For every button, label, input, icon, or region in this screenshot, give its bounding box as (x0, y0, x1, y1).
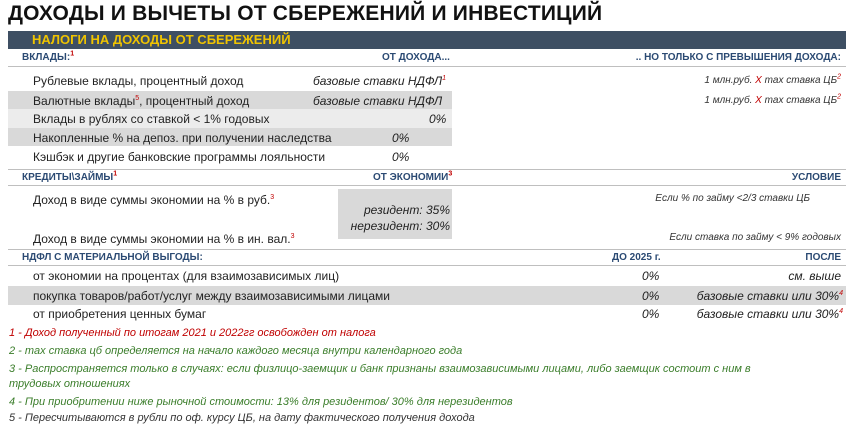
divider (8, 169, 846, 170)
table-row: Валютные вклады5, процентный доход (33, 94, 249, 108)
excess-rate: max ставка ЦБ (764, 75, 838, 86)
row-shade (8, 128, 452, 146)
row-excess: 1 млн.руб. X max ставка ЦБ2 (704, 93, 841, 106)
footnote: 5 - Пересчитываются в рубли по оф. курсу… (9, 412, 475, 424)
section-banner: НАЛОГИ НА ДОХОДЫ ОТ СБЕРЕЖЕНИЙ (8, 31, 846, 49)
nonresident-rate: нерезидент: 30% (350, 219, 450, 233)
table-row: Вклады в рублях со ставкой < 1% годовых (33, 112, 270, 126)
row-label-tail: , процентный доход (139, 94, 250, 108)
col-from-income: ОТ ДОХОДА... (382, 52, 450, 63)
rate-cell-shade (338, 189, 452, 239)
table-row: покупка товаров/работ/услуг между взаимо… (33, 289, 391, 303)
row-label: Валютные вклады (33, 94, 136, 108)
row-label: Доход в виде суммы экономии на % в ин. в… (33, 232, 291, 246)
col-before: ДО 2025 г. (612, 252, 661, 263)
table-row: от приобретения ценных бумаг (33, 307, 207, 321)
table-row: Доход в виде суммы экономии на % в руб.3 (33, 193, 274, 207)
row-value: 0% (429, 112, 447, 126)
excess-sup: 2 (837, 73, 841, 81)
label-sup: 5 (135, 95, 140, 102)
row-shade-light (8, 109, 452, 128)
row-condition: Если % по займу <2/3 ставки ЦБ (655, 193, 810, 204)
loans-header-label: КРЕДИТЫ\ЗАЙМЫ (22, 172, 114, 183)
excess-amount: 1 млн.руб. (704, 75, 753, 86)
table-row: Накопленные % на депоз. при получении на… (33, 131, 332, 145)
deposits-header-label: ВКЛАДЫ: (22, 52, 71, 63)
resident-rate: резидент: 35% (363, 203, 450, 217)
col-after: ПОСЛЕ (805, 252, 841, 263)
after-sup: 4 (839, 290, 843, 297)
col-excess: .. НО ТОЛЬКО С ПРЕВЫШЕНИЯ ДОХОДА: (635, 52, 841, 63)
divider (8, 249, 846, 250)
row-shade (8, 286, 846, 305)
row-after: базовые ставки или 30%4 (697, 289, 843, 303)
row-shade (8, 91, 452, 109)
table-row: Рублевые вклады, процентный доход (33, 74, 243, 88)
row-value: базовые ставки НДФЛ1 (313, 74, 446, 88)
col-savings-sup: 3 (448, 170, 453, 178)
footnote: 4 - При приобритении ниже рыночной стоим… (9, 396, 513, 408)
label-sup: 3 (270, 194, 275, 201)
row-before: 0% (642, 307, 660, 321)
row-label: Рублевые вклады, процентный доход (33, 74, 244, 88)
after-sup: 4 (839, 308, 843, 315)
deposits-header-sup: 1 (70, 50, 75, 58)
footnote: 3 - Распространяется только в случаях: е… (9, 363, 751, 375)
excess-amount: 1 млн.руб. (704, 95, 753, 106)
row-after: см. выше (788, 269, 841, 283)
table-row: от экономии на процентах (для взаимозави… (33, 269, 340, 283)
page-title: ДОХОДЫ И ВЫЧЕТЫ ОТ СБЕРЕЖЕНИЙ И ИНВЕСТИЦ… (8, 2, 603, 25)
footnote: 1 - Доход полученный по итогам 2021 и 20… (9, 327, 376, 339)
row-after: базовые ставки или 30%4 (697, 307, 843, 321)
row-value: 0% (392, 150, 410, 164)
footnote: 2 - max ставка цб определяется на начало… (9, 345, 463, 357)
label-sup: 3 (290, 233, 295, 240)
material-header: НДФЛ С МАТЕРИАЛЬНОЙ ВЫГОДЫ: (22, 252, 203, 263)
multiply-sign: X (755, 75, 762, 86)
row-excess: 1 млн.руб. X max ставка ЦБ2 (704, 73, 841, 86)
excess-sup: 2 (837, 93, 841, 101)
row-before: 0% (642, 269, 660, 283)
footnote: трудовых отношениях (9, 378, 131, 390)
col-savings: ОТ ЭКОНОМИИ3 (373, 170, 453, 183)
row-value: 0% (392, 131, 410, 145)
divider (8, 66, 846, 67)
multiply-sign: X (755, 95, 762, 106)
loans-header-sup: 1 (113, 170, 118, 178)
row-value: базовые ставки НДФЛ (313, 94, 443, 108)
excess-rate: max ставка ЦБ (764, 95, 838, 106)
table-row: Кэшбэк и другие банковские программы лоя… (33, 150, 326, 164)
table-row: Доход в виде суммы экономии на % в ин. в… (33, 232, 295, 246)
deposits-header: ВКЛАДЫ:1 (22, 50, 75, 63)
value-sup: 1 (442, 75, 446, 82)
divider (8, 265, 846, 266)
row-label: Доход в виде суммы экономии на % в руб. (33, 193, 271, 207)
value-text: базовые ставки НДФЛ (313, 74, 443, 88)
row-condition: Если ставка по займу < 9% годовых (669, 232, 841, 243)
col-condition: УСЛОВИЕ (791, 172, 841, 183)
divider (8, 185, 846, 186)
after-text: базовые ставки или 30% (696, 289, 840, 303)
row-before: 0% (642, 289, 660, 303)
loans-header: КРЕДИТЫ\ЗАЙМЫ1 (22, 170, 118, 183)
after-text: базовые ставки или 30% (696, 307, 840, 321)
col-savings-label: ОТ ЭКОНОМИИ (373, 172, 449, 183)
